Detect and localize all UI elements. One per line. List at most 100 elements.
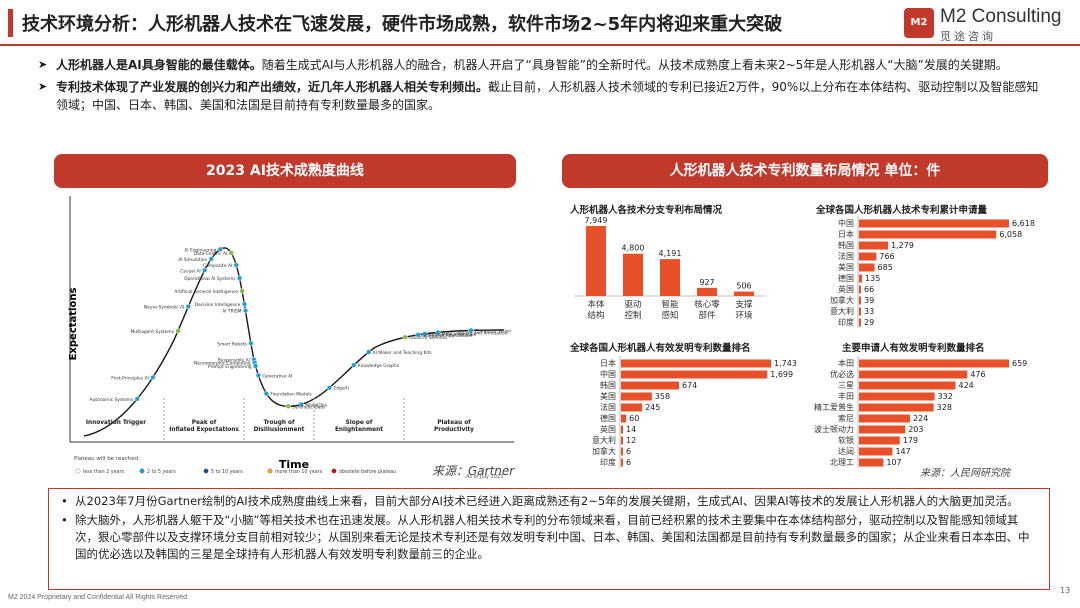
tick-label: 英国	[838, 284, 854, 294]
bar	[621, 359, 771, 368]
hype-tech-label: EdgeAI	[333, 386, 348, 392]
bar	[859, 447, 893, 456]
arrow-icon: ➤	[38, 58, 48, 71]
hype-tech-label: Neuromorphic Computing	[194, 361, 251, 367]
intro-bullet-2-text: 截止目前，人形机器人技术领域的专利已接近2万件，90%以上分布在本体结构、驱动控…	[56, 80, 1039, 112]
data-label: 328	[937, 403, 952, 412]
country-apply-title: 全球各国人形机器人技术专利累计申请量	[816, 205, 988, 216]
tick-label: 支撑	[735, 299, 753, 310]
page-number: 13	[1060, 586, 1071, 595]
tick-label: 韩国	[838, 240, 854, 250]
data-label: 424	[959, 381, 974, 390]
hype-point	[351, 362, 357, 368]
bar	[859, 403, 934, 412]
data-label: 14	[626, 425, 636, 434]
logo-text-en: M2 Consulting	[940, 6, 1062, 27]
hype-tech-label: AI Maker and Teaching Kits	[373, 350, 433, 356]
tick-label: 加拿大	[830, 295, 854, 305]
data-label: 659	[1012, 359, 1027, 368]
data-label: 245	[645, 403, 660, 412]
hype-point	[468, 327, 474, 334]
bullet-dot-icon: •	[61, 513, 68, 527]
bar	[859, 425, 906, 434]
hype-tech-label: AI TRiSM	[222, 309, 241, 315]
tick-label: 结构	[587, 310, 604, 321]
tick-label: 软银	[838, 435, 854, 445]
legend-label: 2 to 5 years	[147, 469, 176, 475]
hype-tech-label: Autonomic Systems	[90, 397, 134, 403]
hype-tech-label: Data-Centric AI	[194, 251, 227, 257]
left-source: 来源：Gartner	[432, 464, 515, 478]
intro-bullet-2-bold: 专利技术体现了产业发展的创兴力和产出绩效，近几年人形机器人相关专利频出。	[56, 80, 489, 94]
bar	[660, 259, 680, 296]
tick-label: 智能	[661, 299, 679, 310]
hype-legend-title: Plateau will be reached:	[74, 456, 140, 462]
bar	[621, 370, 768, 379]
data-label: 358	[655, 392, 670, 401]
data-label: 6	[626, 458, 631, 467]
bar	[859, 359, 1009, 368]
hype-point	[298, 401, 304, 408]
hype-point	[239, 288, 245, 294]
legend-label: obsolete before plateau	[339, 469, 396, 475]
bar	[859, 381, 956, 390]
data-label: 4,800	[622, 244, 645, 253]
summary-point-1-text: 从2023年7月份Gartner绘制的AI技术成熟度曲线上来看，目前大部分AI技…	[75, 494, 1019, 508]
hype-point	[208, 256, 214, 262]
hype-point	[241, 301, 248, 307]
logo: M2 M2 Consulting 觅途咨询	[904, 6, 1074, 43]
page-title: 技术环境分析：人形机器人技术在飞速发展，硬件市场成熟，软件市场2~5年内将迎来重…	[22, 14, 783, 35]
hype-point	[263, 390, 270, 397]
hype-tech-label: Composite AI	[203, 263, 232, 269]
data-label: 203	[908, 425, 923, 434]
bar	[623, 253, 643, 296]
tick-label: 环境	[735, 310, 753, 321]
hype-point	[134, 396, 140, 402]
data-label: 332	[938, 392, 953, 401]
tick-label: 意大利	[830, 306, 854, 316]
intro-bullet-1-text: 随着生成式AI与人形机器人的融合，机器人开启了“具身智能”的全新时代。从技术成熟…	[261, 58, 1008, 72]
legend-marker	[267, 468, 273, 474]
hype-phase-label: Peak of	[192, 420, 217, 426]
hype-tech-label: Responsible AI	[218, 358, 250, 364]
data-label: 6	[626, 447, 631, 456]
hype-phase-label: Inflated Expectations	[169, 427, 239, 433]
title-accent	[8, 9, 13, 37]
tick-label: 控制	[624, 310, 641, 321]
hype-tech-label: Foundation Models	[270, 392, 312, 398]
legend-marker	[75, 468, 81, 474]
legend-label: more than 10 years	[275, 469, 323, 475]
bar	[859, 219, 1009, 228]
data-label: 6,618	[1012, 219, 1035, 228]
tick-label: 加拿大	[592, 446, 616, 456]
tick-label: 法国	[838, 251, 854, 261]
bar	[621, 403, 643, 412]
intro-bullets: ➤ 人形机器人是AI具身智能的最佳载体。随着生成式AI与人形机器人的融合，机器人…	[38, 56, 1048, 118]
hype-tech-label: Data Labeling and Annotation	[442, 330, 508, 336]
tick-label: 丰田	[838, 391, 854, 401]
data-label: 135	[865, 274, 880, 283]
hype-phase-label: Innovation Trigger	[86, 420, 146, 426]
hype-tech-label: Knowledge Graphs	[358, 363, 400, 369]
data-label: 6,058	[999, 230, 1022, 239]
tick-label: 核心零	[694, 299, 720, 310]
hype-phase-label: Disillusionment	[254, 427, 305, 433]
legend-label: 5 to 10 years	[211, 469, 243, 475]
bar	[859, 230, 997, 239]
tick-label: 达闼	[838, 446, 854, 456]
hype-points	[134, 246, 474, 409]
data-label: 766	[879, 252, 894, 261]
hype-point	[422, 331, 428, 337]
hype-point	[366, 349, 372, 355]
bar	[621, 447, 623, 456]
bar	[859, 392, 935, 401]
bar	[859, 285, 861, 294]
title-bar: 技术环境分析：人形机器人技术在飞速发展，硬件市场成熟，软件市场2~5年内将迎来重…	[0, 0, 1080, 46]
bar	[697, 287, 717, 296]
data-label: 60	[629, 414, 639, 423]
tick-label: 部件	[698, 310, 716, 321]
data-label: 107	[886, 458, 901, 467]
